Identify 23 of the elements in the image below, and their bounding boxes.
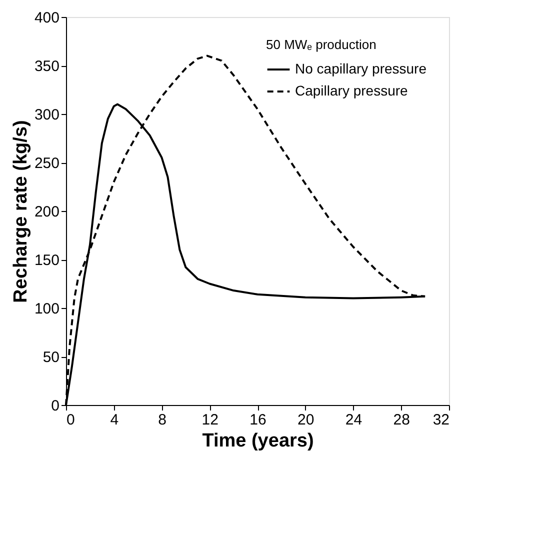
y-tick-label: 250 [34,155,60,172]
y-tick-label: 350 [34,58,60,75]
y-tick-label: 50 [42,349,60,366]
legend-title: 50 MWₑ production [266,37,376,52]
x-tick-label: 32 [432,412,450,428]
y-tick-label: 0 [51,398,60,414]
x-tick-label: 20 [298,412,314,428]
y-tick-label: 400 [34,10,60,26]
y-axis-title: Recharge rate (kg/s) [10,120,32,303]
x-tick-label: 4 [110,412,119,428]
legend-label: No capillary pressure [295,60,427,76]
y-tick-label: 300 [34,106,60,124]
x-tick-label: 8 [158,412,166,428]
x-tick-label: 24 [345,412,362,428]
y-tick-label: 150 [34,252,60,269]
x-axis-title: Time (years) [202,430,314,452]
x-tick-label: 12 [202,412,218,428]
x-tick-label: 16 [250,412,266,428]
y-tick-label: 100 [34,300,60,318]
y-tick-label: 200 [34,204,60,220]
x-tick-label: 0 [66,412,75,428]
legend-label: Capillary pressure [295,82,408,98]
x-tick-label: 28 [393,412,410,428]
